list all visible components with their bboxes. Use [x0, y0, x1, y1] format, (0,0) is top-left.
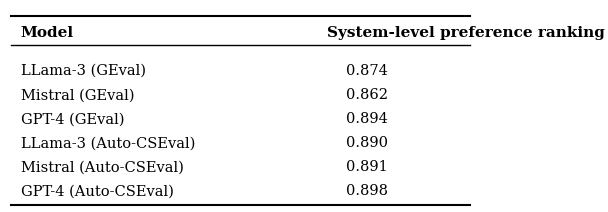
Text: 0.890: 0.890	[345, 136, 388, 150]
Text: 0.894: 0.894	[345, 112, 387, 126]
Text: 0.898: 0.898	[345, 184, 388, 198]
Text: Mistral (GEval): Mistral (GEval)	[21, 88, 134, 102]
Text: System-level preference ranking: System-level preference ranking	[326, 26, 604, 40]
Text: Mistral (Auto-CSEval): Mistral (Auto-CSEval)	[21, 160, 184, 174]
Text: Model: Model	[21, 26, 74, 40]
Text: LLama-3 (Auto-CSEval): LLama-3 (Auto-CSEval)	[21, 136, 195, 150]
Text: 0.862: 0.862	[345, 88, 388, 102]
Text: GPT-4 (Auto-CSEval): GPT-4 (Auto-CSEval)	[21, 184, 173, 198]
Text: GPT-4 (GEval): GPT-4 (GEval)	[21, 112, 124, 126]
Text: 0.874: 0.874	[345, 64, 387, 78]
Text: 0.891: 0.891	[345, 160, 387, 174]
Text: LLama-3 (GEval): LLama-3 (GEval)	[21, 64, 145, 78]
